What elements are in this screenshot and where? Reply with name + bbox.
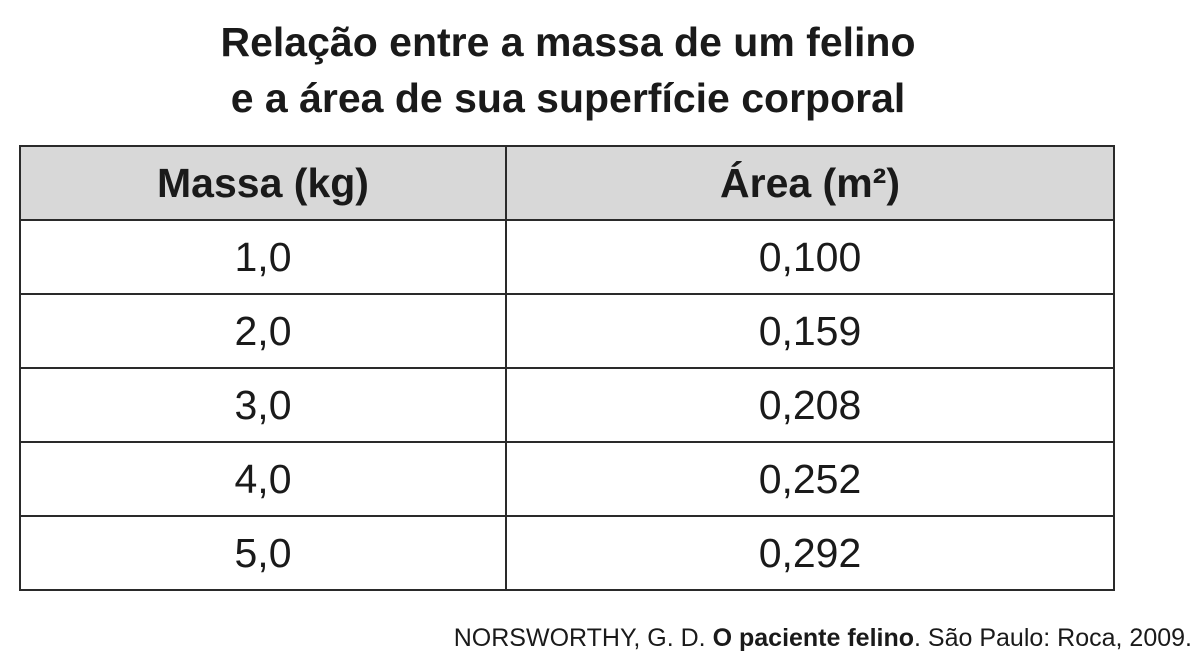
source-rest: . São Paulo: Roca, 2009.	[914, 624, 1192, 652]
header-cell: Massa (kg)	[19, 145, 507, 221]
table-cell: 0,100	[505, 219, 1115, 295]
data-table: Massa (kg) Área (m²) 1,0 0,100 2,0 0,159 3,0…	[19, 145, 1115, 591]
table-row: 1,0 0,100	[19, 219, 1115, 295]
table-cell: 4,0	[19, 441, 507, 517]
table-cell: 1,0	[19, 219, 507, 295]
table-cell: 2,0	[19, 293, 507, 369]
table-cell: 0,208	[505, 367, 1115, 443]
header-row: Massa (kg) Área (m²)	[19, 145, 1115, 221]
source-author: NORSWORTHY, G. D.	[453, 624, 706, 652]
table-row: 2,0 0,159	[19, 293, 1115, 369]
title: Relação entre a massa de um felino e a á…	[0, 14, 1136, 126]
table-cell: 0,292	[505, 515, 1115, 591]
table-cell: 3,0	[19, 367, 507, 443]
title-line: e a área de sua superfície corporal	[230, 75, 906, 121]
source: NORSWORTHY, G. D. O paciente felino. São…	[454, 624, 1192, 653]
table-row: 3,0 0,208	[19, 367, 1115, 443]
table-cell: 0,252	[505, 441, 1115, 517]
table-cell: 5,0	[19, 515, 507, 591]
table-row: 5,0 0,292	[19, 515, 1115, 591]
header-cell: Área (m²)	[505, 145, 1115, 221]
title-line: Relação entre a massa de um felino	[220, 19, 916, 65]
table-cell: 0,159	[505, 293, 1115, 369]
table-row: 4,0 0,252	[19, 441, 1115, 517]
source-work: O paciente felino	[712, 624, 915, 652]
